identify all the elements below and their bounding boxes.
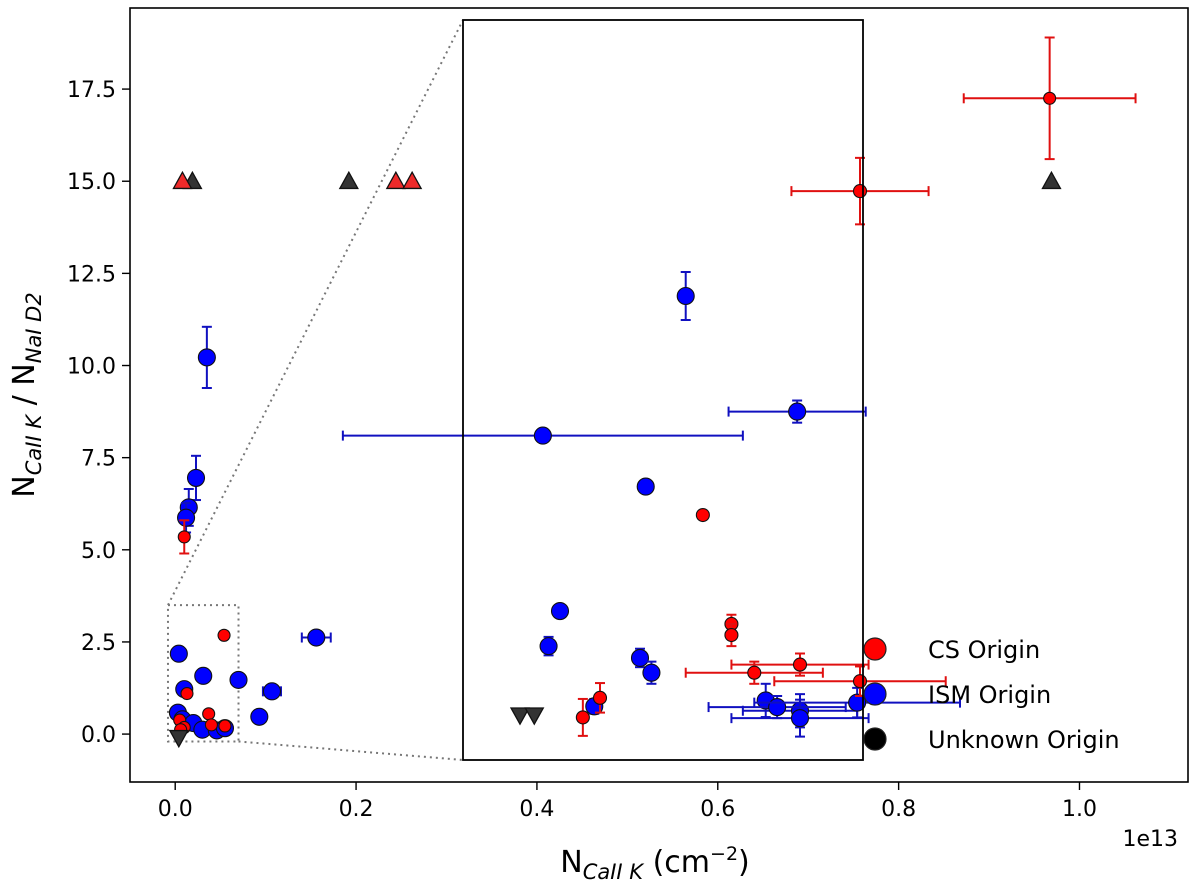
unknown-upperlimit-0 (168, 729, 189, 749)
inset-ism-point-2 (533, 426, 552, 445)
inset-ism-point-13 (848, 693, 867, 712)
inset-cs-point-6 (852, 674, 868, 689)
ism-point-10 (250, 707, 269, 726)
inset-ism-point-0 (676, 286, 695, 306)
ism-point-0 (197, 348, 216, 367)
inset-cs-point-5 (747, 665, 762, 680)
legend: CS Origin ISM Origin Unknown Origin (863, 636, 1120, 754)
inset-cs-point-7 (592, 690, 608, 705)
inset-cs-point-1 (695, 507, 710, 523)
y-tick-label-4: 10.0 (67, 355, 116, 380)
cs-point-5 (202, 707, 216, 721)
x-tick-label-3: 0.6 (700, 797, 735, 822)
ism-point-6 (194, 666, 213, 685)
y-tick-label-1: 2.5 (81, 631, 116, 656)
inset-ism-point-7 (642, 663, 661, 682)
y-tick-label-3: 7.5 (81, 447, 116, 472)
cs-lowerlimit-2 (402, 170, 423, 190)
legend-marker-ism (863, 682, 887, 706)
ism-point-4 (307, 628, 326, 647)
legend-entry-unknown: Unknown Origin (863, 726, 1120, 754)
y-tick-label-0: 0.0 (81, 723, 116, 748)
inset-ism-point-4 (550, 601, 570, 621)
cs-lowerlimit-1 (385, 170, 406, 190)
cs-lowerlimit-0 (172, 170, 193, 190)
legend-label-cs: CS Origin (928, 636, 1040, 664)
x-tick-label-5: 1.0 (1062, 797, 1097, 822)
zoom-connector-top (167, 19, 464, 606)
x-axis-ticks: 0.0 0.2 0.4 0.6 0.8 1.0 (158, 782, 1097, 822)
legend-label-ism: ISM Origin (928, 681, 1051, 709)
inset-background (463, 20, 863, 760)
unknown-lowerlimit-1 (338, 170, 359, 190)
inset-ism-point-1 (788, 402, 807, 421)
cs-point-0 (1043, 91, 1057, 105)
cs-point-7 (204, 718, 218, 732)
zoom-inset (341, 19, 961, 761)
x-offset-label: 1e13 (1122, 827, 1178, 852)
y-tick-label-7: 17.5 (67, 78, 116, 103)
legend-entry-cs: CS Origin (863, 636, 1040, 664)
inset-frame (462, 19, 864, 761)
ism-point-5 (169, 644, 188, 663)
ism-point-9 (262, 682, 282, 701)
x-tick-label-2: 0.4 (519, 797, 554, 822)
y-axis-ticks: 0.0 2.5 5.0 7.5 10.0 12.5 15.0 17.5 (67, 78, 130, 748)
ism-point-3 (177, 508, 196, 527)
y-tick-label-5: 12.5 (67, 262, 116, 287)
plot-frame (129, 7, 1189, 783)
unknown-lowerlimit-2 (1041, 170, 1062, 190)
inset-cs-point-3 (724, 627, 739, 643)
zoom-connector-bottom (238, 740, 464, 761)
inset-unknown-upperlimit-0 (509, 707, 531, 726)
cs-point-3 (180, 686, 194, 701)
legend-label-unknown: Unknown Origin (928, 726, 1120, 754)
inset-ism-point-11 (768, 698, 787, 717)
y-tick-label-2: 5.0 (81, 539, 116, 564)
legend-marker-cs (863, 637, 887, 661)
cs-point-2 (217, 628, 231, 642)
x-tick-label-0: 0.0 (158, 797, 193, 822)
data-marks (168, 36, 1137, 749)
legend-marker-unknown (863, 727, 887, 751)
legend-entry-ism: ISM Origin (863, 681, 1051, 709)
inset-unknown-upperlimit-1 (524, 707, 545, 726)
ism-point-1 (186, 468, 206, 487)
y-tick-label-6: 15.0 (67, 170, 116, 195)
inset-cs-point-0 (852, 184, 868, 199)
inset-ism-point-5 (539, 637, 558, 656)
y-axis-label: NCaII K / NNaI D2 (7, 292, 46, 497)
x-axis-label: NCaII K (cm−2) (560, 843, 750, 884)
ism-point-7 (229, 670, 248, 689)
inset-cs-point-4 (792, 657, 808, 672)
cs-point-1 (177, 530, 191, 544)
cs-point-8 (218, 719, 232, 733)
inset-ism-point-6 (630, 648, 650, 667)
x-tick-label-1: 0.2 (339, 797, 374, 822)
inset-ism-point-12 (790, 709, 810, 728)
inset-cs-point-8 (575, 710, 590, 725)
inset-ism-point-3 (636, 477, 655, 496)
x-tick-label-4: 0.8 (881, 797, 916, 822)
